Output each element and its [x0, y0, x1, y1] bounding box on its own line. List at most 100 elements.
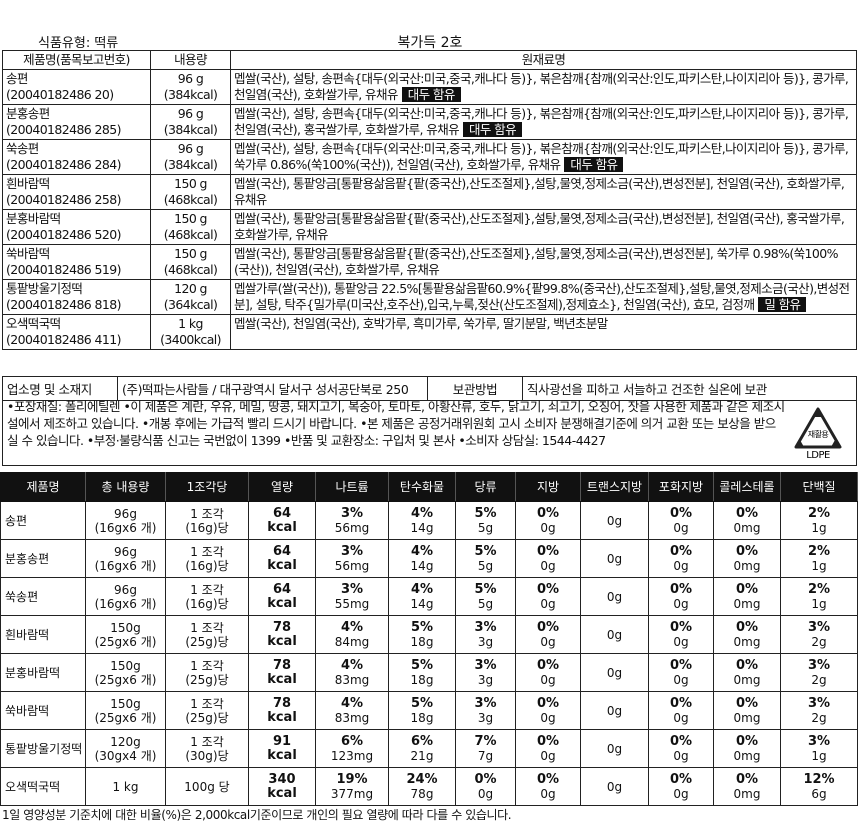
product-name-cell: 흰바람떡 (20040182486 258)	[2, 174, 151, 210]
nutrition-cell: 5% 5g	[455, 539, 516, 578]
nutrition-value: 3%	[474, 657, 497, 673]
nutrition-value: 3g	[477, 710, 494, 725]
nutrition-cell: 3% 55mg	[315, 577, 389, 616]
nutrition-value: 3%	[474, 619, 497, 635]
nutrition-value: 0g	[540, 710, 556, 725]
nutrition-value: 0g	[673, 710, 689, 725]
nutrition-name: 송편	[0, 501, 86, 540]
nutrition-cell: 1 kg	[85, 767, 166, 806]
nutrition-value: 3%	[340, 505, 364, 521]
nutrition-value: 0%	[669, 771, 693, 787]
nutrition-cell: 0% 0mg	[713, 577, 781, 616]
nutrition-cell: 4% 14g	[388, 501, 456, 540]
nutrition-value: 14g	[410, 520, 434, 535]
ingredients-cell: 멥쌀(국산), 천일염(국산), 호박가루, 흑미가루, 쑥가루, 딸기분말, …	[230, 314, 857, 350]
ingredients: 멥쌀가루(쌀(국산)), 통팥앙금 22.5%[통팥용삶음팥60.9%{팥99.…	[234, 281, 850, 312]
nutrition-value: 5g	[477, 558, 494, 573]
nutrition-cell: 0g	[580, 767, 649, 806]
nutrition-value: 5%	[474, 543, 497, 559]
nutrition-value: 0mg	[733, 520, 761, 535]
nutrition-header-cell: 탄수화물	[388, 472, 456, 502]
nutrition-value: 2%	[807, 543, 831, 559]
nutrition-value: 0%	[536, 543, 560, 559]
nutrition-cell: 3% 3g	[455, 691, 516, 730]
nutrition-cell: 4% 83mg	[315, 691, 389, 730]
footnote: 1일 영양성분 기준치에 대한 비율(%)은 2,000kcal기준이므로 개인…	[2, 808, 512, 822]
business-table: 업소명 및 소재지 (주)떡파는사람들 / 대구광역시 달서구 성서공단북로 2…	[2, 376, 857, 401]
nutrition-header-cell: 열량	[248, 472, 316, 502]
product-name: 송편	[6, 71, 28, 86]
nutrition-cell: 0% 0g	[515, 729, 581, 768]
nutrition-cell: 3% 1g	[780, 729, 858, 768]
nutrition-cell: 1 조각 (30g)당	[165, 729, 249, 768]
nutrition-cell: 1 조각 (25g)당	[165, 615, 249, 654]
product-name: 쑥송편	[6, 141, 39, 156]
nutrition-value: 0mg	[733, 634, 761, 649]
nutrition-value: 7g	[477, 748, 494, 763]
nutrition-cell: 3% 3g	[455, 615, 516, 654]
recycle-icon: 재활용 LDPE	[794, 407, 842, 461]
nutrition-value: 4%	[410, 505, 434, 521]
calories: (364kcal)	[163, 297, 218, 312]
nutrition-value: 3%	[474, 695, 497, 711]
nutrition-value: 1g	[811, 520, 827, 535]
allergen: 대두 함유	[401, 87, 461, 102]
product-name: 분홍송편	[6, 106, 50, 121]
nutrition-value: 0g	[606, 741, 623, 756]
nutrition-value: 0%	[735, 581, 759, 597]
nutrition-cell: 150g (25gx6 개)	[85, 615, 166, 654]
nutrition-value: 64	[272, 505, 292, 521]
nutrition-value: 150g	[110, 696, 141, 711]
nutrition-value: 0mg	[733, 596, 761, 611]
nutrition-cell: 0% 0g	[648, 729, 714, 768]
nutrition-value: 0g	[606, 513, 623, 528]
nutrition-value: 0mg	[733, 672, 761, 687]
nutrition-cell: 0% 0mg	[713, 653, 781, 692]
product-header-cell: 내용량	[150, 50, 231, 70]
nutrition-value: 1 kg	[112, 779, 139, 794]
nutrition-value: 3%	[340, 581, 364, 597]
nutrition-value: 0%	[536, 657, 560, 673]
nutrition-cell: 3% 2g	[780, 691, 858, 730]
nutrition-row: 분홍송편 96g (16gx6 개) 1 조각 (16g)당 64 kcal 3% 56mg 4%…	[0, 539, 858, 578]
nutrition-value: 123mg	[330, 748, 374, 763]
amount: 150 g	[174, 176, 207, 191]
ingredients: 멥쌀(국산), 설탕, 송편속{대두(외국산:미국,중국,캐나다 등)}, 볶은…	[234, 71, 849, 102]
product-header-cell: 제품명(품목보고번호)	[2, 50, 151, 70]
nutrition-value: 0%	[735, 771, 759, 787]
nutrition-value: 78	[272, 657, 292, 673]
nutrition-cell: 0g	[580, 615, 649, 654]
ingredients-cell: 멥쌀(국산), 설탕, 송편속{대두(외국산:미국,중국,캐나다 등)}, 볶은…	[230, 139, 857, 175]
nutrition-cell: 4% 14g	[388, 539, 456, 578]
nutrition-value: 0%	[735, 657, 759, 673]
ingredients: 멥쌀(국산), 통팥앙금[통팥용삶음팥{팥(중국산),산도조절제},설탕,물엿,…	[234, 211, 845, 242]
ingredients: 멥쌀(국산), 설탕, 송편속{대두(외국산:미국,중국,캐나다 등)}, 볶은…	[234, 141, 849, 172]
nutrition-cell: 64 kcal	[248, 501, 316, 540]
recycle-material: LDPE	[806, 450, 830, 461]
nutrition-cell: 7% 7g	[455, 729, 516, 768]
nutrition-value: 2g	[811, 672, 827, 687]
nutrition-value: (16gx6 개)	[94, 520, 157, 535]
nutrition-value: 3%	[340, 543, 364, 559]
nutrition-value: 1 조각	[190, 696, 224, 711]
nutrition-cell: 5% 18g	[388, 691, 456, 730]
nutrition-value: 6%	[410, 733, 434, 749]
nutrition-cell: 5% 5g	[455, 577, 516, 616]
product-name-cell: 통팥방울기정떡 (20040182486 818)	[2, 279, 151, 315]
nutrition-value: (16gx6 개)	[94, 558, 157, 573]
nutrition-cell: 100g 당	[165, 767, 249, 806]
amount: 1 kg	[178, 316, 203, 331]
report-number: (20040182486 20)	[6, 87, 114, 102]
nutrition-value: 14g	[410, 596, 434, 611]
nutrition-value: 0%	[735, 505, 759, 521]
product-row: 쑥송편 (20040182486 284) 96 g (384kcal) 멥쌀(국산),…	[2, 139, 857, 175]
nutrition-cell: 1 조각 (16g)당	[165, 577, 249, 616]
product-name-cell: 분홍바람떡 (20040182486 520)	[2, 209, 151, 245]
nutrition-value: 4%	[340, 695, 364, 711]
nutrition-value: (25g)당	[185, 634, 229, 649]
nutrition-value: kcal	[267, 709, 297, 725]
nutrition-value: 0g	[606, 589, 623, 604]
nutrition-value: 0%	[735, 695, 759, 711]
ingredients-cell: 멥쌀가루(쌀(국산)), 통팥앙금 22.5%[통팥용삶음팥60.9%{팥99.…	[230, 279, 857, 315]
nutrition-cell: 78 kcal	[248, 653, 316, 692]
